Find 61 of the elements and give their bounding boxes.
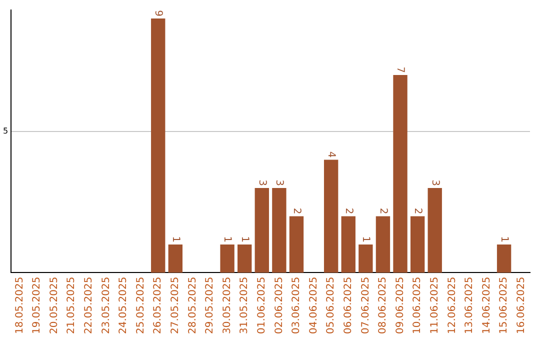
x-tick-label: 25.05.2025 [135, 276, 146, 334]
x-tick-label: 18.05.2025 [14, 276, 26, 334]
bar [151, 18, 166, 273]
x-tick-label: 04.06.2025 [308, 276, 320, 334]
x-tick-label: 12.06.2025 [446, 276, 458, 334]
x-tick-label: 19.05.2025 [32, 276, 43, 334]
x-tick-label: 01.06.2025 [256, 276, 268, 334]
x-tick-label: 07.06.2025 [360, 276, 372, 334]
x-tick-label: 26.05.2025 [152, 276, 164, 334]
bar [220, 244, 234, 273]
x-tick-label: 09.06.2025 [394, 276, 406, 334]
data-label: 2 [342, 208, 354, 214]
bar [428, 188, 442, 273]
bar [324, 160, 338, 273]
x-tick-label: 15.06.2025 [498, 276, 510, 334]
x-tick-label: 14.06.2025 [481, 276, 492, 334]
x-tick-label: 20.05.2025 [48, 276, 60, 334]
data-label: 7 [394, 66, 406, 73]
data-label: 3 [429, 180, 440, 186]
x-tick-label: 08.06.2025 [378, 276, 389, 334]
data-label: 9 [152, 10, 164, 16]
x-tick-label: 27.05.2025 [170, 276, 182, 334]
x-tick-label: 05.06.2025 [326, 276, 337, 334]
bar [393, 74, 408, 273]
data-label: 4 [325, 151, 336, 158]
x-tick-label: 24.05.2025 [118, 276, 130, 334]
x-tick-label: 13.06.2025 [464, 276, 476, 334]
x-tick-label: 29.05.2025 [204, 276, 216, 334]
x-tick-label: 30.05.2025 [222, 276, 233, 334]
bar [254, 188, 269, 273]
bar [496, 244, 512, 273]
x-tick-label: 22.05.2025 [84, 276, 95, 334]
data-label: 1 [360, 236, 372, 243]
bar [238, 244, 252, 273]
x-tick-label: 02.06.2025 [274, 276, 285, 334]
data-label: 1 [498, 236, 510, 243]
data-label: 1 [239, 236, 250, 243]
data-label: 1 [222, 236, 233, 243]
bar [358, 244, 373, 273]
x-tick-label: 10.06.2025 [412, 276, 424, 334]
bar [272, 188, 286, 273]
data-label: 2 [377, 208, 388, 214]
x-tick-label: 11.06.2025 [429, 276, 440, 334]
data-label: 2 [290, 208, 302, 214]
x-tick-label: 23.05.2025 [100, 276, 112, 334]
bar [410, 216, 425, 273]
data-label: 3 [274, 180, 285, 186]
bar [168, 244, 183, 273]
bar [341, 216, 356, 273]
x-tick-label: 16.06.2025 [516, 276, 527, 334]
x-tick-label: 28.05.2025 [187, 276, 198, 334]
data-label: 3 [256, 180, 268, 186]
x-tick-label: 31.05.2025 [239, 276, 250, 334]
x-tick-label: 03.06.2025 [291, 276, 302, 334]
bar [376, 216, 390, 273]
x-tick-label: 21.05.2025 [66, 276, 78, 334]
x-tick-label: 06.06.2025 [342, 276, 354, 334]
data-label: 1 [170, 236, 181, 243]
y-tick-label: 5 [2, 126, 8, 136]
bar [289, 216, 304, 273]
data-label: 2 [412, 208, 423, 214]
